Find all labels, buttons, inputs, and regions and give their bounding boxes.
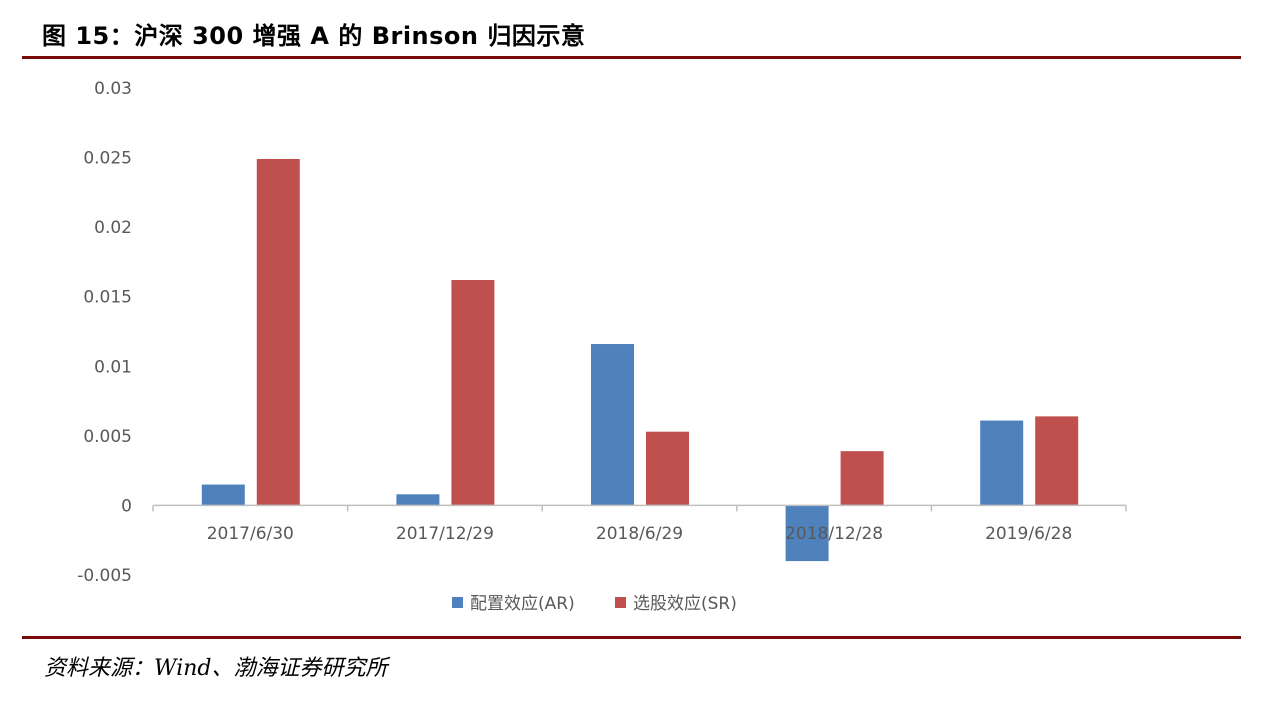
y-tick-label: 0 bbox=[121, 496, 132, 516]
y-tick-label: 0.005 bbox=[83, 427, 132, 447]
y-tick-label: 0.02 bbox=[94, 218, 132, 238]
y-tick-label: 0.03 bbox=[94, 79, 132, 99]
bar-sr-0 bbox=[256, 158, 300, 506]
y-tick-label: -0.005 bbox=[77, 566, 132, 586]
bar-sr-2 bbox=[646, 431, 689, 506]
figure-title: 图 15：沪深 300 增强 A 的 Brinson 归因示意 bbox=[42, 22, 586, 50]
x-axis-tick-labels: 2017/6/30 2017/12/29 2018/6/29 2018/12/28 20… bbox=[207, 524, 1073, 544]
y-tick-label: 0.01 bbox=[94, 357, 132, 377]
bar-ar-3 bbox=[785, 505, 829, 562]
legend-swatch-sr bbox=[615, 597, 626, 608]
x-tick-label: 2017/12/29 bbox=[396, 524, 494, 544]
x-axis bbox=[152, 504, 1127, 512]
bar-sr-4 bbox=[1035, 416, 1079, 506]
x-tick-label: 2017/6/30 bbox=[207, 524, 294, 544]
bar-sr-1 bbox=[451, 280, 495, 506]
x-tick-label: 2018/6/29 bbox=[596, 524, 683, 544]
y-tick-label: 0.015 bbox=[83, 288, 132, 308]
y-tick-label: 0.025 bbox=[83, 149, 132, 169]
legend-swatch-ar bbox=[452, 597, 463, 608]
footer-divider bbox=[22, 636, 1241, 639]
legend-label-sr: 选股效应(SR) bbox=[633, 594, 737, 614]
x-tick-label: 2019/6/28 bbox=[985, 524, 1072, 544]
source-note: 资料来源：Wind、渤海证券研究所 bbox=[44, 656, 388, 681]
bar-ar-0 bbox=[201, 484, 245, 506]
title-divider bbox=[22, 56, 1241, 59]
bar-ar-2 bbox=[591, 344, 634, 506]
chart-bars bbox=[201, 158, 1079, 562]
legend-label-ar: 配置效应(AR) bbox=[470, 594, 575, 614]
bar-sr-3 bbox=[840, 451, 884, 506]
y-axis-ticks: 0.03 0.025 0.02 0.015 0.01 0.005 0 -0.005 bbox=[77, 79, 132, 586]
bar-ar-4 bbox=[980, 420, 1024, 506]
legend: 配置效应(AR) 选股效应(SR) bbox=[452, 594, 737, 614]
x-tick-label: 2018/12/28 bbox=[785, 524, 883, 544]
bar-ar-1 bbox=[396, 494, 440, 506]
